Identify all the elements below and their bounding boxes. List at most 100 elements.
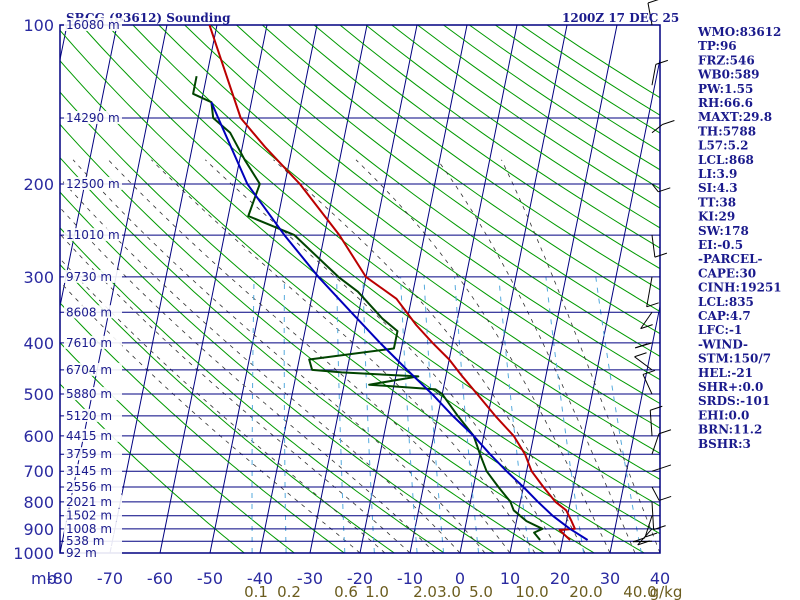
- index-line: -WIND-: [698, 337, 748, 351]
- isotherm-line: [459, 25, 568, 553]
- mixing-ratio-line: [283, 276, 287, 553]
- height-label-bg: [64, 305, 122, 319]
- index-line: RH:66.6: [698, 96, 753, 110]
- index-line: WB0:589: [697, 68, 759, 82]
- temperature-profile-line: [208, 25, 576, 541]
- height-label-bg: [64, 508, 122, 522]
- temperature-tick-label: 40: [650, 569, 670, 588]
- wind-barb-flag: [658, 429, 672, 435]
- height-label-bg: [64, 464, 122, 478]
- wind-barb-flag: [653, 525, 666, 531]
- dewpoint-profile-line: [192, 76, 544, 541]
- wind-barb: [649, 410, 653, 436]
- index-line: PW:1.55: [698, 82, 753, 96]
- height-label: 3145 m: [66, 464, 112, 478]
- temperature-tick-label: 30: [600, 569, 620, 588]
- dry-adiabat-line: [60, 29, 660, 507]
- height-label: 538 m: [66, 534, 104, 548]
- isotherm-line: [609, 303, 660, 553]
- wind-barb-flag: [635, 343, 648, 349]
- moist-adiabat-line: [60, 233, 411, 553]
- temperature-tick-label: 20: [550, 569, 570, 588]
- wind-barb: [634, 356, 653, 371]
- wind-barb: [632, 540, 653, 543]
- mixing-ratio-label: 0.6: [334, 583, 358, 600]
- wind-barb-flag: [662, 120, 675, 125]
- index-line: WMO:83612: [697, 25, 781, 39]
- index-line: CAP:4.7: [698, 309, 751, 323]
- wind-barb-flag: [644, 532, 658, 538]
- mixing-ratio-label: 10.0: [515, 583, 548, 600]
- temperature-tick-label: -30: [297, 569, 323, 588]
- isotherm-line: [0, 25, 17, 553]
- index-line: KI:29: [698, 210, 735, 224]
- height-label: 3759 m: [66, 447, 112, 461]
- moist-adiabat-line: [205, 159, 561, 553]
- mixing-ratio-label: 40.0: [623, 583, 656, 600]
- height-label: 2556 m: [66, 480, 112, 494]
- pressure-tick-label: 400: [23, 334, 54, 353]
- height-label: 6704 m: [66, 363, 112, 377]
- wind-barb-flag: [642, 369, 656, 375]
- pressure-tick-label: 100: [23, 16, 54, 35]
- moist-adiabat-line: [355, 159, 611, 553]
- index-line: LCL:835: [698, 295, 754, 309]
- wind-barb: [637, 528, 653, 546]
- series-layer: [192, 25, 589, 541]
- height-label-bg: [64, 521, 122, 535]
- mixing-ratio-label: 3.0: [437, 583, 461, 600]
- mixing-ratio-label: 20.0: [569, 583, 602, 600]
- moist-adiabat-line: [60, 258, 386, 553]
- pressure-tick-label: 300: [23, 268, 54, 287]
- wind-barb: [646, 276, 653, 307]
- height-label-bg: [64, 546, 122, 559]
- moist-adiabat-line: [60, 177, 461, 553]
- index-line: LFC:-1: [698, 323, 742, 337]
- height-label-bg: [64, 335, 122, 349]
- wind-barb: [651, 501, 655, 530]
- index-line: SI:4.3: [698, 181, 738, 195]
- wind-barb: [642, 374, 653, 395]
- pressure-tick-label: 900: [23, 520, 54, 539]
- height-label-bg: [64, 480, 122, 494]
- height-label-bg: [64, 408, 122, 422]
- height-label-bg: [64, 110, 122, 124]
- pressure-tick-label: 200: [23, 175, 54, 194]
- height-label: 2021 m: [66, 495, 112, 509]
- isotherm-line: [509, 25, 618, 553]
- index-line: STM:150/7: [698, 352, 771, 366]
- pressure-tick-label: 1000: [13, 544, 54, 563]
- parcel-profile-line: [210, 101, 589, 541]
- index-line: HEL:-21: [698, 366, 753, 380]
- index-line: SHR+:0.0: [698, 380, 763, 394]
- wind-barb-flag: [647, 0, 659, 4]
- x-axis-unit-label: mb: [31, 569, 57, 588]
- height-label-bg: [64, 494, 122, 508]
- mixing-ratio-line: [400, 276, 418, 553]
- moist-adiabat-line: [60, 281, 361, 553]
- height-label: 1008 m: [66, 522, 112, 536]
- isotherm-line: [259, 25, 368, 553]
- index-line: SW:178: [698, 224, 749, 238]
- index-line: L57:5.2: [698, 139, 748, 153]
- height-label-bg: [64, 228, 122, 242]
- wind-barb-column: [632, 0, 675, 546]
- wind-barb: [651, 486, 660, 501]
- sounding-time: 1200Z 17 DEC 25: [562, 11, 679, 25]
- index-line: BSHR:3: [698, 437, 751, 451]
- wind-barb: [651, 124, 663, 134]
- height-label: 16080 m: [66, 18, 120, 32]
- index-line: CINH:19251: [698, 281, 782, 295]
- temperature-tick-label: -20: [347, 569, 373, 588]
- temperature-tick-label: 10: [500, 569, 520, 588]
- isotherm-line: [109, 25, 218, 553]
- wind-barb: [651, 235, 656, 258]
- height-label: 7610 m: [66, 336, 112, 350]
- wind-barb-flag: [658, 187, 671, 193]
- mixing-ratio-line: [545, 276, 585, 553]
- height-label-bg: [64, 534, 122, 548]
- wind-barb-flag: [634, 352, 647, 358]
- wind-barb: [647, 2, 653, 26]
- moist-adiabat-line: [273, 159, 586, 553]
